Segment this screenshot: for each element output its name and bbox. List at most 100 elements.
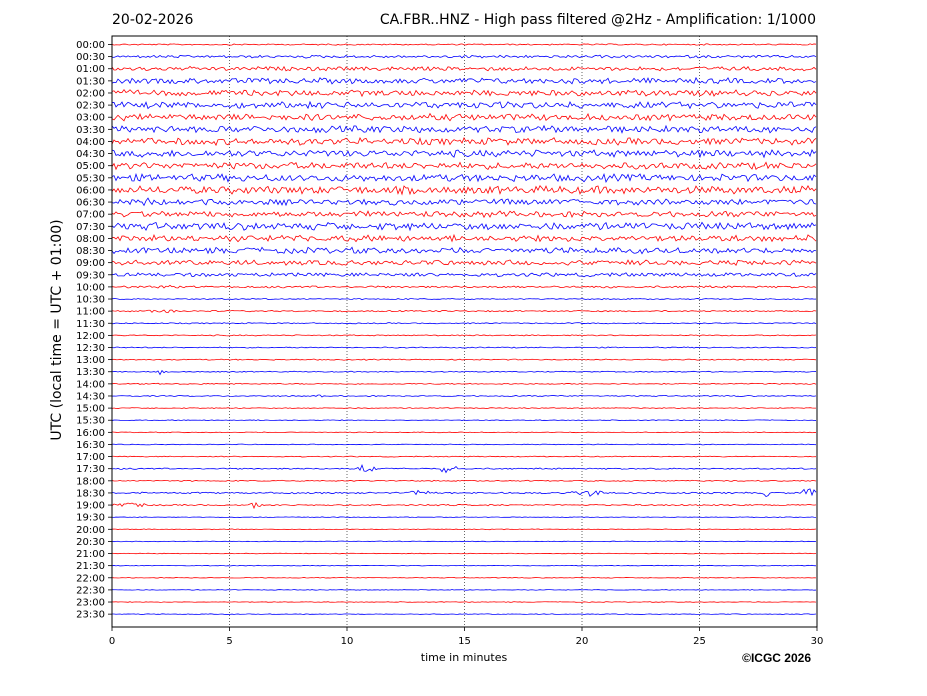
trace-1300: [111, 358, 817, 361]
trace-0130: [111, 76, 817, 85]
trace-2230: [111, 589, 817, 591]
trace-1030: [111, 298, 817, 301]
trace-0200: [111, 89, 817, 98]
trace-1830: [111, 488, 817, 498]
trace-1530: [111, 419, 817, 422]
y-tick-label: 15:30: [76, 416, 105, 427]
y-tick-label: 23:00: [76, 598, 105, 609]
y-tick-label: 17:00: [76, 452, 105, 463]
trace-0330: [111, 124, 817, 134]
x-tick-label: 5: [226, 636, 232, 647]
trace-2100: [111, 552, 817, 555]
y-tick-label: 16:30: [76, 440, 105, 451]
trace-0500: [111, 161, 817, 171]
trace-0630: [111, 197, 817, 207]
trace-0900: [111, 259, 817, 267]
trace-0100: [111, 65, 817, 72]
trace-2030: [111, 540, 817, 543]
y-tick-label: 12:00: [76, 331, 105, 342]
y-tick-label: 16:00: [76, 428, 105, 439]
trace-0830: [111, 246, 817, 255]
trace-0600: [111, 184, 817, 196]
trace-0030: [111, 54, 817, 59]
trace-0400: [111, 137, 817, 147]
plot-frame: [111, 35, 818, 628]
y-tick-label: 04:30: [76, 149, 105, 160]
y-tick-label: 00:30: [76, 52, 105, 63]
x-axis-label: time in minutes: [420, 651, 508, 664]
trace-0430: [111, 149, 817, 159]
y-tick-label: 09:30: [76, 270, 105, 281]
y-tick-label: 03:00: [76, 113, 105, 124]
trace-2300: [111, 601, 817, 603]
trace-2000: [111, 528, 817, 531]
trace-1730: [111, 463, 817, 474]
trace-0300: [111, 112, 817, 122]
trace-1000: [111, 284, 817, 289]
trace-0730: [111, 221, 817, 232]
trace-1430: [111, 394, 817, 398]
y-tick-label: 01:30: [76, 76, 105, 87]
x-tick-label: 30: [811, 636, 824, 647]
trace-1900: [111, 502, 817, 510]
y-tick-label: 14:30: [76, 391, 105, 402]
y-tick-label: 08:30: [76, 246, 105, 257]
trace-2130: [111, 564, 817, 567]
y-tick-label: 06:30: [76, 198, 105, 209]
y-tick-label: 06:00: [76, 185, 105, 196]
trace-1600: [111, 431, 817, 434]
trace-0000: [111, 43, 817, 46]
y-tick-label: 21:30: [76, 561, 105, 572]
y-tick-label: 10:00: [76, 282, 105, 293]
y-tick-label: 22:00: [76, 573, 105, 584]
y-tick-label: 22:30: [76, 585, 105, 596]
trace-0930: [111, 272, 817, 278]
x-tick-label: 15: [458, 636, 471, 647]
trace-1100: [111, 309, 817, 314]
y-tick-label: 04:00: [76, 137, 105, 148]
trace-1700: [112, 455, 817, 458]
y-tick-label: 13:30: [76, 367, 105, 378]
y-tick-label: 20:30: [76, 537, 105, 548]
x-tick-label: 0: [109, 636, 115, 647]
y-tick-label: 19:30: [76, 513, 105, 524]
y-tick-label: 18:30: [76, 488, 105, 499]
trace-1200: [111, 334, 817, 337]
y-tick-label: 02:00: [76, 88, 105, 99]
trace-0530: [111, 172, 817, 183]
y-tick-label: 12:30: [76, 343, 105, 354]
y-tick-label: 00:00: [76, 40, 105, 51]
y-tick-label: 09:00: [76, 258, 105, 269]
trace-1330: [111, 369, 817, 376]
trace-1130: [111, 322, 817, 325]
y-tick-label: 08:00: [76, 234, 105, 245]
y-tick-label: 07:30: [76, 222, 105, 233]
trace-1800: [111, 479, 817, 482]
x-tick-label: 10: [341, 636, 354, 647]
trace-0230: [111, 100, 817, 110]
trace-1930: [111, 516, 817, 518]
y-tick-label: 11:30: [76, 319, 105, 330]
y-tick-label: 21:00: [76, 549, 105, 560]
copyright-label: ©ICGC 2026: [742, 651, 811, 665]
y-tick-label: 13:00: [76, 355, 105, 366]
y-tick-label: 14:00: [76, 379, 105, 390]
y-tick-label: 20:00: [76, 525, 105, 536]
y-tick-label: 15:00: [76, 404, 105, 415]
trace-1630: [111, 443, 817, 446]
y-tick-label: 17:30: [76, 464, 105, 475]
y-tick-label: 01:00: [76, 64, 105, 75]
y-tick-label: 02:30: [76, 101, 105, 112]
y-tick-label: 07:00: [76, 210, 105, 221]
y-tick-label: 19:00: [76, 501, 105, 512]
y-tick-label: 10:30: [76, 295, 105, 306]
trace-1500: [111, 407, 816, 409]
x-tick-label: 20: [576, 636, 589, 647]
y-tick-label: 05:00: [76, 161, 105, 172]
y-tick-label: 03:30: [76, 125, 105, 136]
trace-1400: [111, 382, 817, 385]
trace-1230: [111, 346, 817, 349]
y-tick-label: 11:00: [76, 307, 105, 318]
trace-0800: [111, 233, 817, 243]
